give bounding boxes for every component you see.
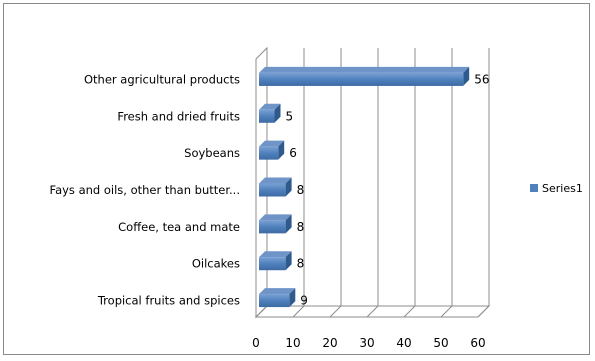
gridlines — [255, 48, 490, 318]
data-label: 8 — [297, 220, 305, 234]
category-label: Other agricultural products — [84, 72, 240, 86]
x-tick-label: 50 — [433, 336, 448, 350]
x-tick-label: 20 — [322, 336, 337, 350]
floor-gridline — [440, 305, 453, 318]
data-label: 6 — [289, 146, 297, 160]
floor-gridline — [255, 305, 268, 318]
floor-gridline — [403, 305, 416, 318]
bar-top — [259, 66, 470, 73]
floor-gridline — [366, 305, 379, 318]
bar-front — [259, 294, 290, 308]
category-label: Soybeans — [184, 146, 240, 160]
bar-front — [259, 146, 279, 160]
bar — [259, 251, 292, 271]
bar-front — [259, 257, 286, 271]
data-label: 8 — [297, 257, 305, 271]
bar — [259, 66, 470, 86]
bar-side — [285, 251, 292, 271]
data-label: 9 — [300, 294, 308, 308]
x-tick-label: 30 — [359, 336, 374, 350]
bar-front — [259, 220, 286, 234]
bar-side — [463, 66, 470, 86]
bar-front — [259, 72, 464, 86]
bar-top — [259, 251, 292, 258]
bar — [259, 288, 296, 308]
x-tick-labels: 0 10 20 30 40 50 60 — [252, 336, 485, 350]
x-tick-label: 10 — [285, 336, 300, 350]
category-label: Tropical fruits and spices — [97, 294, 240, 308]
category-label: Fays and oils, other than butter... — [50, 183, 240, 197]
x-tick-label: 0 — [252, 336, 260, 350]
bar — [259, 140, 285, 160]
category-labels: Other agricultural products Fresh and dri… — [50, 72, 240, 307]
x-tick-label: 40 — [396, 336, 411, 350]
bar-front — [259, 109, 275, 123]
category-label: Oilcakes — [192, 257, 240, 271]
legend-label: Series1 — [542, 182, 583, 195]
floor-gridline — [477, 305, 490, 318]
floor-gridline — [329, 305, 342, 318]
category-label: Coffee, tea and mate — [118, 220, 240, 234]
category-label: Fresh and dried fruits — [117, 109, 240, 123]
bar — [259, 214, 292, 234]
legend-swatch — [530, 184, 538, 192]
x-tick-label: 60 — [470, 336, 485, 350]
data-label: 8 — [297, 183, 305, 197]
bar-top — [259, 140, 285, 147]
bar-top — [259, 103, 281, 110]
floor-gridline — [292, 305, 305, 318]
data-label: 56 — [474, 72, 489, 86]
bar-top — [259, 177, 292, 184]
bar-front — [259, 183, 286, 197]
bar-top — [259, 288, 296, 295]
data-label: 5 — [286, 109, 294, 123]
bar-side — [278, 140, 285, 160]
bar-side — [285, 214, 292, 234]
bar-side — [289, 288, 296, 308]
bar-side — [274, 103, 281, 123]
bar — [259, 103, 281, 123]
chart-frame: 56 5 6 8 8 8 9 Other agricultural products Fres… — [3, 3, 590, 355]
legend: Series1 — [530, 182, 583, 195]
bar-side — [285, 177, 292, 197]
bar — [259, 177, 292, 197]
bar-top — [259, 214, 292, 221]
